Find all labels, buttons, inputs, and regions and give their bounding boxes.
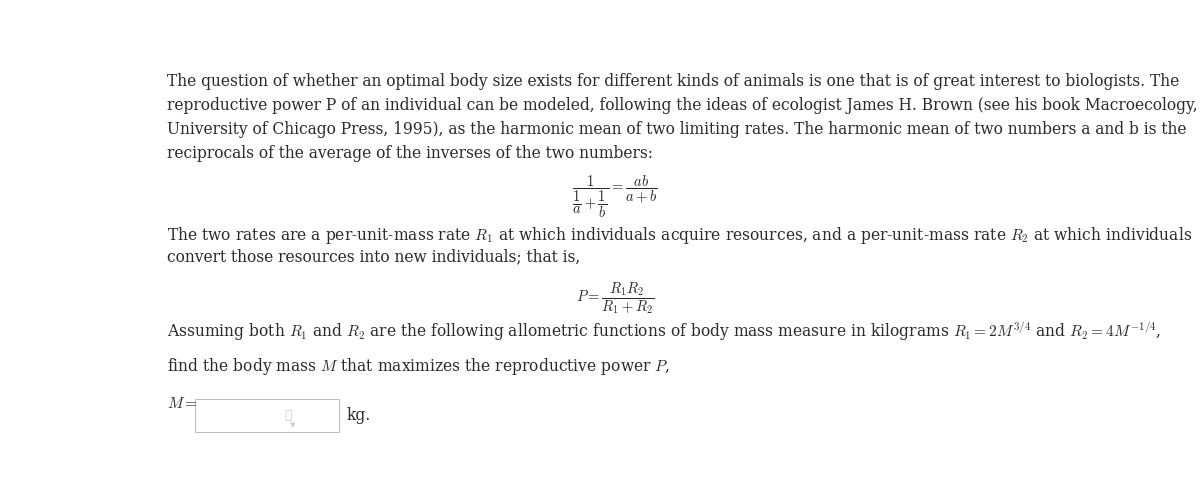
Text: ▼: ▼ <box>290 421 295 429</box>
Text: University of Chicago Press, 1995), as the harmonic mean of two limiting rates. : University of Chicago Press, 1995), as t… <box>167 121 1187 138</box>
Text: The two rates are a per-unit-mass rate $R_1$ at which individuals acquire resour: The two rates are a per-unit-mass rate $… <box>167 225 1192 246</box>
Text: convert those resources into new individuals; that is,: convert those resources into new individ… <box>167 249 580 266</box>
Text: $P = \dfrac{R_1 R_2}{R_1+R_2}$: $P = \dfrac{R_1 R_2}{R_1+R_2}$ <box>576 280 654 316</box>
Text: reciprocals of the average of the inverses of the two numbers:: reciprocals of the average of the invers… <box>167 145 653 162</box>
Text: reproductive power P of an individual can be modeled, following the ideas of eco: reproductive power P of an individual ca… <box>167 97 1198 114</box>
Text: The question of whether an optimal body size exists for different kinds of anima: The question of whether an optimal body … <box>167 73 1178 90</box>
Text: $\dfrac{1}{\dfrac{1}{a}+\dfrac{1}{b}} = \dfrac{ab}{a+b}$: $\dfrac{1}{\dfrac{1}{a}+\dfrac{1}{b}} = … <box>572 174 658 221</box>
Text: ✎: ✎ <box>284 409 292 422</box>
Text: find the body mass $M$ that maximizes the reproductive power $P$,: find the body mass $M$ that maximizes th… <box>167 356 670 377</box>
Text: $M = $: $M = $ <box>167 395 198 412</box>
Text: kg.: kg. <box>347 407 371 424</box>
Text: Assuming both $R_1$ and $R_2$ are the following allometric functions of body mas: Assuming both $R_1$ and $R_2$ are the fo… <box>167 321 1162 343</box>
FancyBboxPatch shape <box>194 399 338 432</box>
